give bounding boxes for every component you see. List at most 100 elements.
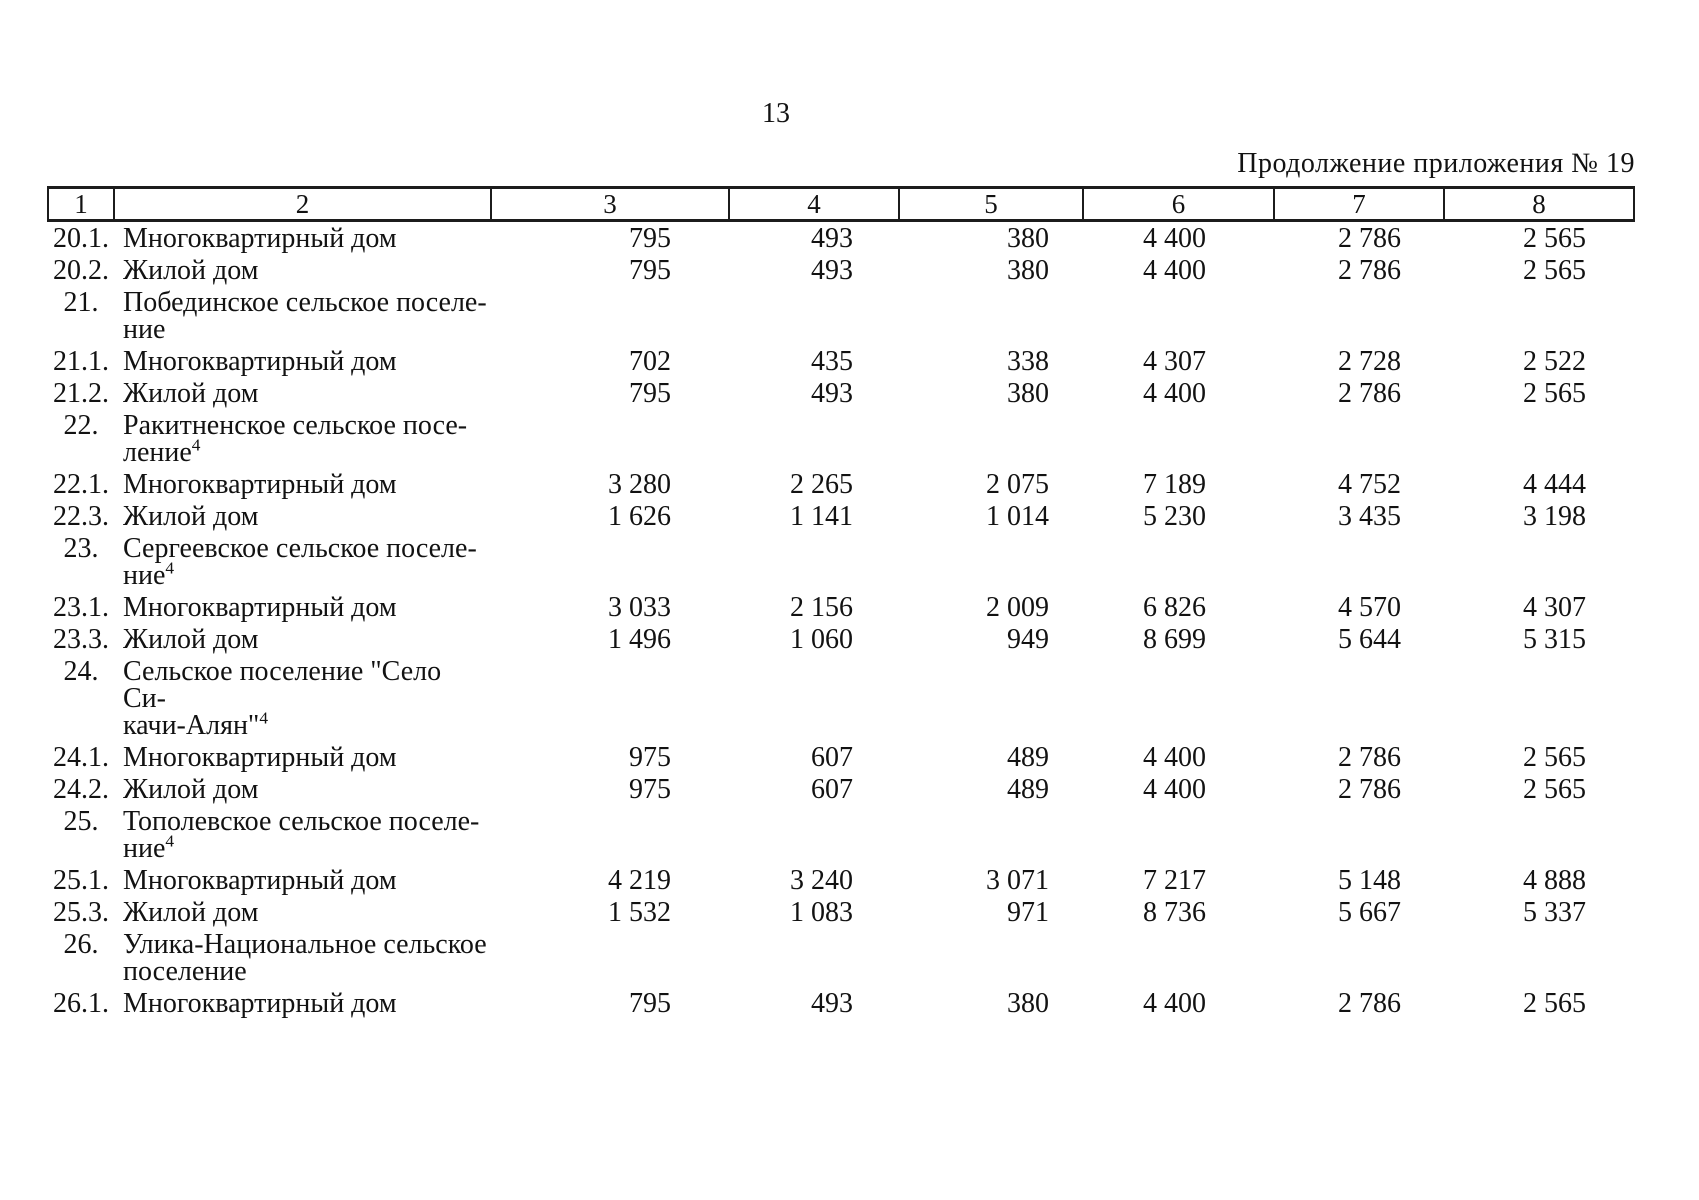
row-name-cell: Многоквартирный дом: [123, 592, 397, 623]
row-name-cell: Побединское сельское поселе-ние: [123, 287, 487, 345]
row-name-cell: Жилой дом: [123, 774, 259, 805]
value-cell: 2 075: [986, 469, 1049, 500]
footnote-marker: 4: [165, 558, 175, 578]
column-header: 2: [113, 186, 492, 222]
value-cell: 1 141: [790, 501, 853, 532]
value-cell: 380: [1007, 223, 1049, 254]
value-cell: 489: [1007, 774, 1049, 805]
value-cell: 4 400: [1143, 774, 1206, 805]
value-cell: 971: [1007, 897, 1049, 928]
table-row: 23.3. Жилой дом 1 496 1 060 949 8 699 5 644 5 3…: [48, 623, 1634, 655]
row-number-cell: 21.1.: [53, 346, 109, 377]
value-cell: 1 496: [608, 624, 671, 655]
value-cell: 7 189: [1143, 469, 1206, 500]
row-number-cell: 20.2.: [53, 255, 109, 286]
value-cell: [1444, 805, 1634, 864]
value-cell: [729, 286, 899, 345]
value-cell: 2 565: [1523, 988, 1586, 1019]
continuation-note: Продолжение приложения № 19: [1237, 148, 1635, 179]
row-name-cell: Жилой дом: [123, 378, 259, 409]
value-cell: 2 786: [1338, 223, 1401, 254]
value-cell: [899, 805, 1083, 864]
value-cell: 2 156: [790, 592, 853, 623]
row-number-cell: 21.2.: [53, 378, 109, 409]
table-row: 25.3. Жилой дом 1 532 1 083 971 8 736 5 667 5 3…: [48, 896, 1634, 928]
value-cell: 2 009: [986, 592, 1049, 623]
row-name-cell: Жилой дом: [123, 255, 259, 286]
value-cell: 4 400: [1143, 988, 1206, 1019]
value-cell: [1274, 805, 1444, 864]
value-cell: [899, 532, 1083, 591]
value-cell: [899, 655, 1083, 741]
value-cell: 1 626: [608, 501, 671, 532]
value-cell: 5 644: [1338, 624, 1401, 655]
value-cell: 3 033: [608, 592, 671, 623]
table-row: 22.3. Жилой дом 1 626 1 141 1 014 5 230 3 435 3…: [48, 500, 1634, 532]
value-cell: 5 148: [1338, 865, 1401, 896]
row-number-cell: 24.1.: [53, 742, 109, 773]
row-name-cell: Тополевское сельское поселе-ние4: [123, 806, 480, 864]
value-cell: 380: [1007, 378, 1049, 409]
value-cell: [1274, 655, 1444, 741]
value-cell: [1083, 655, 1274, 741]
value-cell: 380: [1007, 255, 1049, 286]
value-cell: [729, 655, 899, 741]
row-number-cell: 20.1.: [53, 223, 109, 254]
value-cell: 1 083: [790, 897, 853, 928]
row-number-cell: 21.: [63, 287, 99, 318]
value-cell: 3 280: [608, 469, 671, 500]
row-name-cell: Многоквартирный дом: [123, 988, 397, 1019]
value-cell: [1444, 286, 1634, 345]
value-cell: 4 307: [1143, 346, 1206, 377]
value-cell: [1274, 928, 1444, 987]
column-header: 8: [1443, 186, 1635, 222]
value-cell: 2 786: [1338, 255, 1401, 286]
value-cell: 4 400: [1143, 223, 1206, 254]
table-row: 21. Побединское сельское поселе-ние: [48, 286, 1634, 345]
value-cell: [899, 928, 1083, 987]
value-cell: [1444, 928, 1634, 987]
value-cell: 338: [1007, 346, 1049, 377]
value-cell: [729, 928, 899, 987]
column-header: 3: [490, 186, 730, 222]
value-cell: 3 071: [986, 865, 1049, 896]
value-cell: 4 400: [1143, 742, 1206, 773]
row-number-cell: 22.1.: [53, 469, 109, 500]
value-cell: 4 752: [1338, 469, 1401, 500]
column-header: 6: [1082, 186, 1275, 222]
value-cell: 3 198: [1523, 501, 1586, 532]
row-number-cell: 23.1.: [53, 592, 109, 623]
value-cell: 8 736: [1143, 897, 1206, 928]
row-number-cell: 23.3.: [53, 624, 109, 655]
value-cell: 493: [811, 255, 853, 286]
value-cell: 2 565: [1523, 223, 1586, 254]
value-cell: 493: [811, 378, 853, 409]
value-cell: [899, 409, 1083, 468]
value-cell: [1083, 409, 1274, 468]
value-cell: 2 728: [1338, 346, 1401, 377]
row-name-cell: Жилой дом: [123, 501, 259, 532]
value-cell: [1444, 532, 1634, 591]
row-number-cell: 26.: [63, 929, 99, 960]
value-cell: 2 522: [1523, 346, 1586, 377]
table-row: 24.2. Жилой дом 975 607 489 4 400 2 786 2 565: [48, 773, 1634, 805]
value-cell: 607: [811, 742, 853, 773]
value-cell: 4 219: [608, 865, 671, 896]
footnote-marker: 4: [191, 435, 201, 455]
row-number-cell: 25.: [63, 806, 99, 837]
value-cell: 2 265: [790, 469, 853, 500]
value-cell: 1 014: [986, 501, 1049, 532]
value-cell: [1274, 532, 1444, 591]
row-number-cell: 22.: [63, 410, 99, 441]
row-name-cell: Многоквартирный дом: [123, 469, 397, 500]
value-cell: 5 337: [1523, 897, 1586, 928]
column-header: 7: [1273, 186, 1445, 222]
value-cell: [1083, 805, 1274, 864]
value-cell: [491, 928, 729, 987]
value-cell: 435: [811, 346, 853, 377]
value-cell: [491, 286, 729, 345]
row-name-cell: Многоквартирный дом: [123, 346, 397, 377]
value-cell: 2 565: [1523, 774, 1586, 805]
footnote-marker: 4: [165, 831, 175, 851]
page-number: 13: [762, 98, 790, 129]
